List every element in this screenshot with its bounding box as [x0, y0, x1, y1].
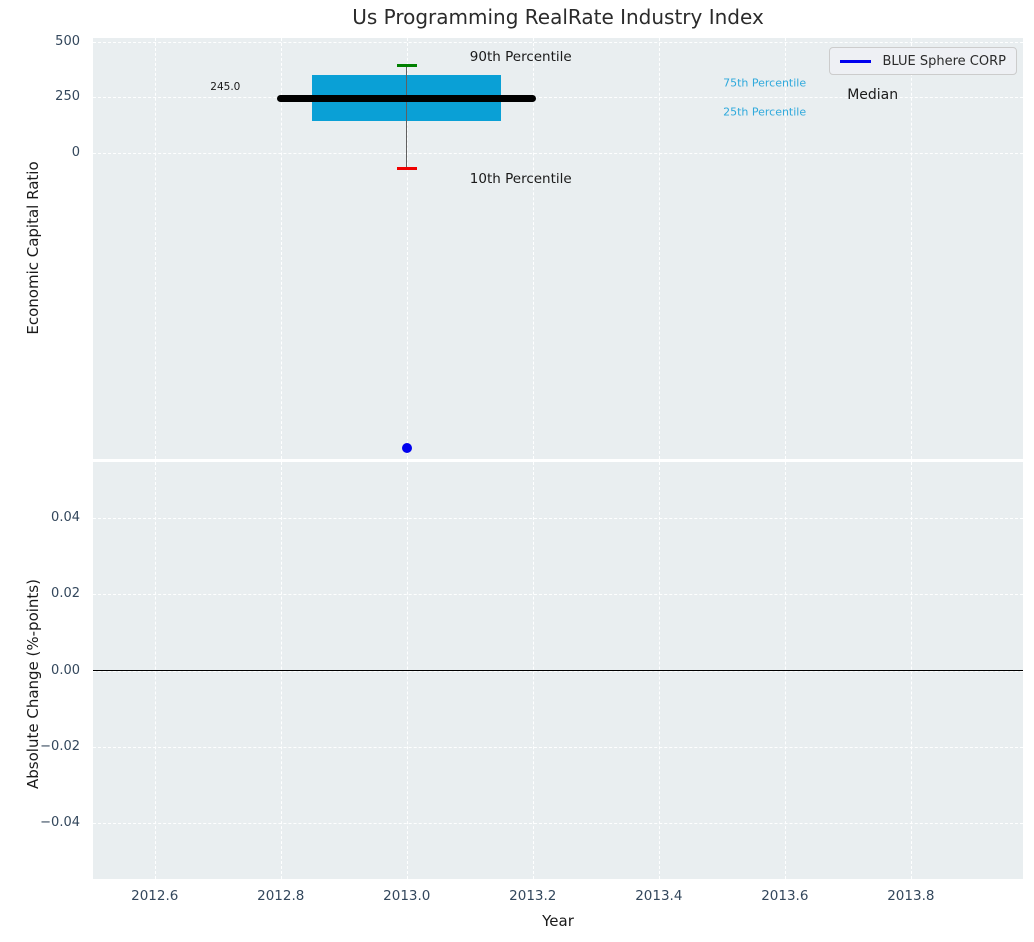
- x-tick-label: 2013.0: [383, 888, 431, 904]
- x-tick-label: 2013.2: [509, 888, 557, 904]
- whisker-cap-10th: [396, 167, 417, 170]
- annotation-75th-percentile: 75th Percentile: [723, 76, 807, 90]
- legend-label: BLUE Sphere CORP: [882, 53, 1007, 69]
- y-tick-label: 250: [55, 89, 80, 105]
- whisker-cap-90th: [396, 64, 417, 67]
- y-gridline: [93, 822, 1023, 824]
- x-tick-label: 2013.4: [635, 888, 683, 904]
- median-line: [277, 94, 537, 102]
- annotation-median: Median: [847, 87, 899, 104]
- y-axis-label-top: Economic Capital Ratio: [24, 161, 42, 335]
- y-tick-label: 0.02: [51, 586, 80, 602]
- x-gridline: [532, 38, 534, 459]
- y-axis-label-bottom: Absolute Change (%-points): [24, 579, 42, 789]
- y-gridline: [93, 97, 1023, 99]
- y-gridline: [93, 152, 1023, 154]
- y-gridline: [93, 594, 1023, 596]
- x-gridline: [406, 38, 408, 459]
- y-gridline: [93, 41, 1023, 43]
- x-tick-label: 2013.8: [887, 888, 935, 904]
- legend-line-swatch: [839, 59, 871, 63]
- y-tick-label: 0: [71, 144, 80, 160]
- x-gridline: [784, 38, 786, 459]
- x-axis-label: Year: [542, 912, 574, 930]
- annotation-10th-percentile: 10th Percentile: [469, 170, 572, 187]
- whisker-line: [406, 65, 408, 169]
- y-gridline: [93, 518, 1023, 520]
- y-tick-label: −0.02: [40, 738, 80, 754]
- x-tick-label: 2012.6: [131, 888, 179, 904]
- x-gridline: [910, 38, 912, 459]
- y-tick-label: −0.04: [40, 814, 80, 830]
- annotation-90th-percentile: 90th Percentile: [469, 49, 572, 66]
- zero-line: [93, 669, 1023, 672]
- x-gridline: [154, 38, 156, 459]
- y-gridline: [93, 746, 1023, 748]
- x-gridline: [280, 38, 282, 459]
- y-tick-label: 500: [55, 33, 80, 49]
- x-gridline: [658, 38, 660, 459]
- annotation-median-value: 245.0: [210, 81, 241, 94]
- y-tick-label: 0.04: [51, 510, 80, 526]
- y-tick-label: 0.00: [51, 662, 80, 678]
- bottom-axes-absolute-change: [93, 462, 1023, 879]
- legend: BLUE Sphere CORP: [828, 47, 1017, 75]
- annotation-25th-percentile: 25th Percentile: [723, 105, 807, 119]
- company-data-point: [401, 442, 412, 453]
- chart-title: Us Programming RealRate Industry Index: [352, 5, 764, 29]
- x-tick-label: 2013.6: [761, 888, 809, 904]
- top-axes-economic-capital-ratio: BLUE Sphere CORP 90th Percentile 10th Pe…: [93, 38, 1023, 459]
- x-tick-label: 2012.8: [257, 888, 305, 904]
